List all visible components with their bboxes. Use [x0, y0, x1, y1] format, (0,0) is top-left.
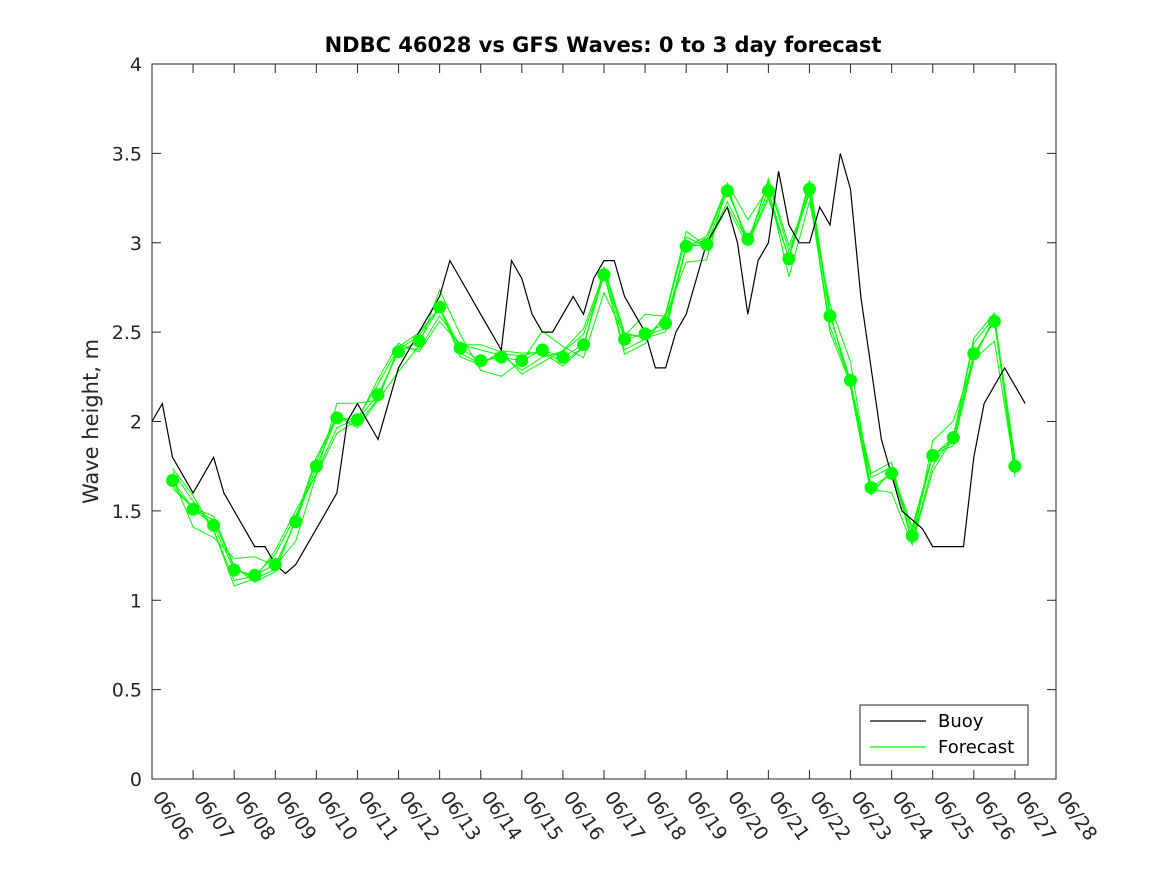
forecast-point	[803, 182, 816, 196]
forecast-point	[1008, 459, 1022, 473]
y-tick-label: 3.5	[112, 143, 142, 165]
forecast-point	[638, 327, 652, 341]
legend-label: Buoy	[938, 711, 984, 732]
chart-title: NDBC 46028 vs GFS Waves: 0 to 3 day fore…	[325, 33, 882, 57]
forecast-point	[289, 515, 303, 529]
forecast-point	[412, 334, 426, 348]
forecast-point	[782, 252, 796, 266]
legend: Buoy Forecast	[859, 704, 1029, 766]
forecast-point	[227, 563, 241, 577]
forecast-point	[720, 184, 734, 198]
y-tick-label: 1	[130, 590, 142, 612]
forecast-point	[967, 347, 981, 361]
buoy-series	[151, 153, 1026, 575]
forecast-point	[659, 316, 673, 330]
forecast-point	[535, 343, 549, 357]
forecast-point	[166, 474, 179, 487]
forecast-point	[433, 300, 447, 314]
forecast-point	[309, 459, 323, 473]
forecast-point	[186, 502, 200, 516]
forecast-point	[474, 354, 488, 368]
forecast-point	[741, 232, 755, 246]
forecast-point	[864, 481, 878, 495]
forecast-markers	[166, 182, 1022, 582]
y-tick-label: 4	[130, 54, 142, 76]
y-tick-label: 0.5	[112, 680, 142, 702]
forecast-point	[577, 338, 590, 352]
forecast-point	[494, 350, 508, 364]
forecast-point	[248, 568, 262, 582]
forecast-point	[453, 341, 467, 355]
forecast-point	[351, 413, 364, 427]
forecast-point	[844, 373, 857, 387]
forecast-point	[330, 411, 344, 425]
forecast-point	[885, 466, 899, 480]
legend-label: Forecast	[938, 737, 1014, 758]
forecast-point	[268, 558, 282, 571]
forecast-point	[679, 239, 693, 253]
forecast-point	[597, 268, 611, 282]
forecast-point	[515, 354, 529, 368]
forecast-point	[700, 238, 714, 251]
forecast-point	[556, 350, 570, 364]
forecast-point	[207, 518, 221, 532]
y-axis-label: Wave height, m	[79, 339, 103, 504]
forecast-point	[618, 332, 631, 346]
forecast-point	[926, 449, 940, 462]
y-tick-label: 1.5	[112, 501, 142, 523]
forecast-point	[905, 529, 919, 543]
legend-box	[859, 704, 1029, 766]
y-tick-label: 2	[130, 412, 142, 434]
y-tick-label: 2.5	[112, 322, 142, 344]
forecast-point	[823, 309, 837, 323]
forecast-point	[392, 345, 405, 359]
y-tick-label: 3	[130, 233, 142, 255]
buoy-line	[151, 153, 1026, 575]
forecast-point	[761, 184, 775, 198]
forecast-line	[172, 176, 1016, 587]
forecast-point	[371, 388, 385, 402]
forecast-point	[946, 431, 960, 445]
forecast-point	[987, 314, 1001, 328]
y-tick-label: 0	[130, 769, 142, 791]
